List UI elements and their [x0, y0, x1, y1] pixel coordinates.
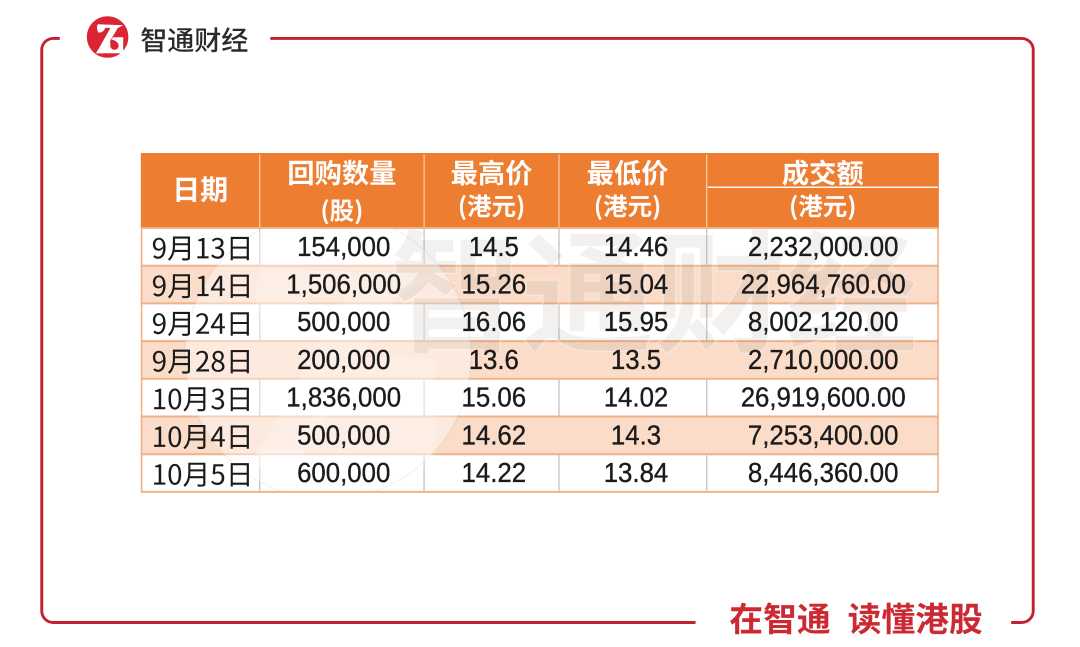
svg-text:15.26: 15.26: [462, 269, 527, 300]
svg-text:13.6: 13.6: [469, 344, 519, 375]
svg-text:14.02: 14.02: [604, 382, 669, 413]
svg-text:13.5: 13.5: [611, 344, 661, 375]
svg-text:15.04: 15.04: [604, 269, 669, 300]
svg-text:14.3: 14.3: [611, 419, 661, 450]
svg-text:200,000: 200,000: [297, 344, 390, 375]
svg-text:1,506,000: 1,506,000: [286, 269, 401, 300]
svg-text:500,000: 500,000: [297, 419, 390, 450]
svg-text:26,919,600.00: 26,919,600.00: [741, 382, 906, 413]
svg-text:22,964,760.00: 22,964,760.00: [741, 269, 906, 300]
svg-text:14.22: 14.22: [462, 457, 527, 488]
svg-text:1,836,000: 1,836,000: [286, 382, 401, 413]
svg-text:154,000: 154,000: [297, 231, 390, 262]
svg-text:14.62: 14.62: [462, 419, 527, 450]
svg-text:15.06: 15.06: [462, 382, 527, 413]
svg-text:7,253,400.00: 7,253,400.00: [748, 419, 899, 450]
svg-text:15.95: 15.95: [604, 306, 669, 337]
svg-text:500,000: 500,000: [297, 306, 390, 337]
svg-text:600,000: 600,000: [297, 457, 390, 488]
svg-text:2,232,000.00: 2,232,000.00: [748, 231, 899, 262]
svg-text:14.46: 14.46: [604, 231, 669, 262]
svg-text:14.5: 14.5: [469, 231, 519, 262]
svg-text:8,446,360.00: 8,446,360.00: [748, 457, 899, 488]
svg-text:16.06: 16.06: [462, 306, 527, 337]
svg-text:13.84: 13.84: [604, 457, 669, 488]
svg-text:2,710,000.00: 2,710,000.00: [748, 344, 899, 375]
svg-text:8,002,120.00: 8,002,120.00: [748, 306, 899, 337]
